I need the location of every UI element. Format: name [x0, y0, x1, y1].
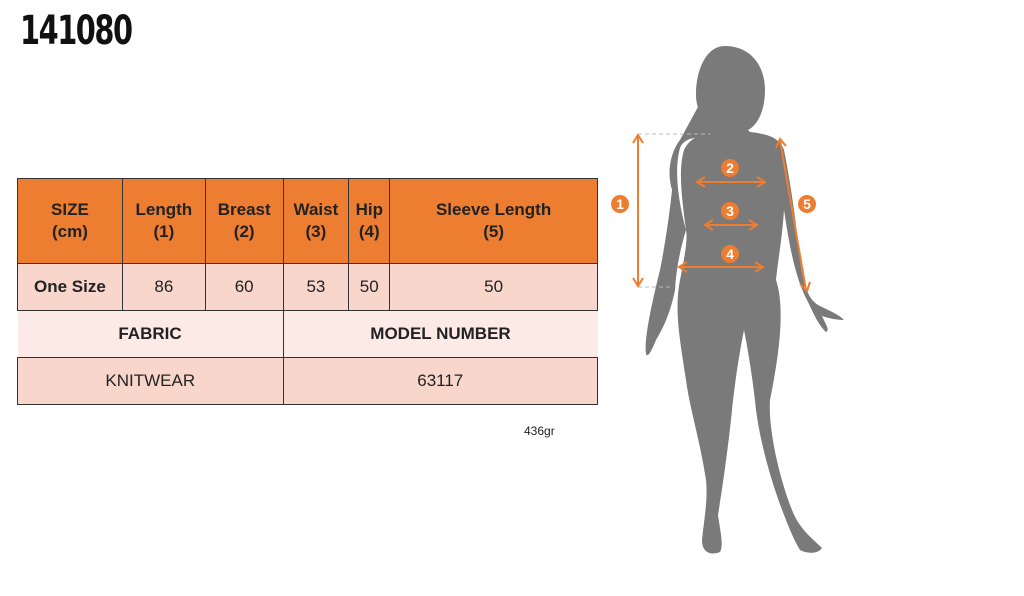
table-header-row: SIZE (cm) Length (1) Breast (2) Waist (3) Hi…	[17, 178, 598, 264]
header-hip: Hip (4)	[348, 178, 391, 264]
model-number-value: 63117	[282, 357, 598, 405]
svg-text:4: 4	[726, 246, 734, 262]
header-sleeve-length: Sleeve Length (5)	[389, 178, 598, 264]
fabric-label: FABRIC	[17, 310, 283, 358]
header-breast: Breast (2)	[204, 178, 284, 264]
header-sub: (5)	[483, 222, 504, 241]
weight-label: 436gr	[524, 424, 555, 438]
cell-length: 86	[121, 263, 206, 311]
header-length: Length (1)	[121, 178, 206, 264]
svg-text:5: 5	[803, 196, 811, 212]
marker-5: 5	[798, 195, 816, 213]
header-waist: Waist (3)	[282, 178, 350, 264]
body-measurement-figure: 1 2 3 4 5	[611, 46, 844, 554]
table-row: One Size 86 60 53 50 50	[17, 263, 598, 311]
svg-text:2: 2	[726, 160, 734, 176]
header-text: Waist	[293, 200, 339, 219]
measurement-arrows	[632, 133, 811, 293]
cell-waist: 53	[282, 263, 350, 311]
header-text: Hip	[355, 200, 383, 219]
header-text: SIZE	[51, 200, 89, 219]
header-sub: (4)	[358, 222, 380, 241]
header-sub: (1)	[153, 222, 175, 241]
header-sub: (2)	[233, 222, 255, 241]
model-number-label: MODEL NUMBER	[282, 310, 598, 358]
info-value-row: KNITWEAR 63117	[17, 357, 598, 405]
size-table: SIZE (cm) Length (1) Breast (2) Waist (3) Hi…	[17, 178, 598, 405]
silhouette	[645, 46, 844, 554]
fabric-value: KNITWEAR	[17, 357, 284, 405]
cell-size: One Size	[17, 263, 123, 311]
product-code: 141080	[20, 8, 133, 54]
svg-text:3: 3	[726, 203, 734, 219]
info-header-row: FABRIC MODEL NUMBER	[17, 310, 598, 358]
marker-4: 4	[721, 245, 739, 263]
header-size: SIZE (cm)	[17, 178, 123, 264]
cell-breast: 60	[204, 263, 284, 311]
header-text: Length	[135, 200, 193, 219]
marker-3: 3	[721, 202, 739, 220]
marker-1: 1	[611, 195, 629, 213]
cell-sleeve: 50	[389, 263, 598, 311]
header-sub: (3)	[305, 222, 327, 241]
header-sub: (cm)	[51, 222, 88, 241]
marker-2: 2	[721, 159, 739, 177]
cell-hip: 50	[348, 263, 391, 311]
measurement-markers: 1 2 3 4 5	[611, 159, 816, 263]
header-text: Breast	[217, 200, 271, 219]
svg-text:1: 1	[616, 196, 624, 212]
header-text: Sleeve Length	[435, 200, 552, 219]
